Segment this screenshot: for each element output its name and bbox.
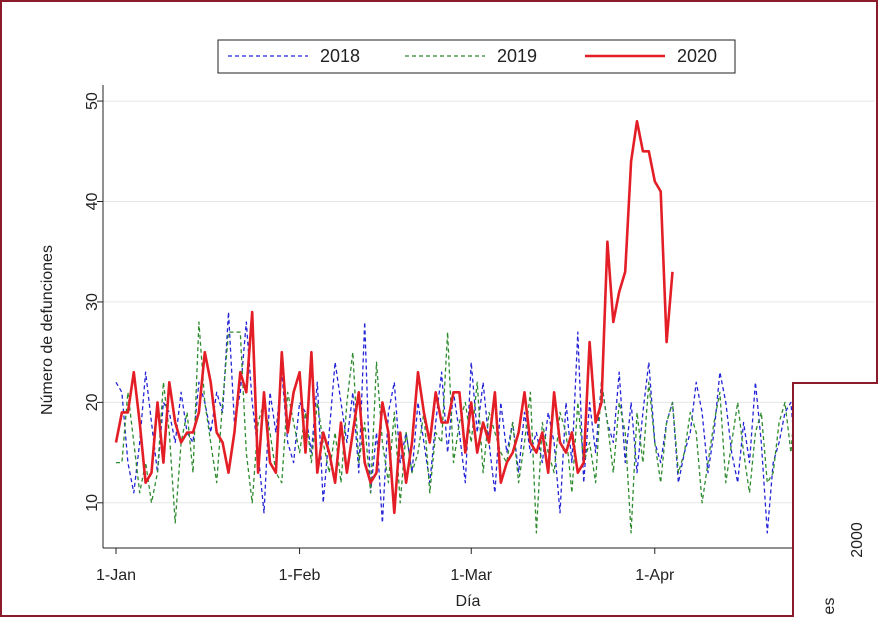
y-tick-label: 30 <box>84 293 101 311</box>
plot: 10 20 30 40 50 1-Jan 1-Feb 1-Mar 1-Apr <box>84 85 875 584</box>
legend-items: 2018 2019 2020 <box>228 46 717 66</box>
y-tick-label: 10 <box>84 494 101 512</box>
overlay-text: es <box>821 598 838 615</box>
y-axis-label: Número de defunciones <box>39 245 56 415</box>
legend-label: 2020 <box>677 46 717 66</box>
series-line <box>114 119 674 515</box>
x-axis-label: Día <box>456 593 481 610</box>
x-tick-label: 1-Jan <box>96 567 136 584</box>
x-tick-label: 1-Apr <box>635 567 675 584</box>
series-line <box>115 311 804 534</box>
y-tick-label: 20 <box>84 393 101 411</box>
y-tick-label: 50 <box>84 92 101 110</box>
legend-label: 2019 <box>497 46 537 66</box>
legend-label: 2018 <box>320 46 360 66</box>
series-line <box>116 321 804 534</box>
x-tick-label: 1-Mar <box>450 567 492 584</box>
x-tick-label: 1-Feb <box>279 567 321 584</box>
y-tick-label: 40 <box>84 193 101 211</box>
overlay-text: 2000 <box>849 522 866 558</box>
overlay-panel <box>792 382 878 617</box>
